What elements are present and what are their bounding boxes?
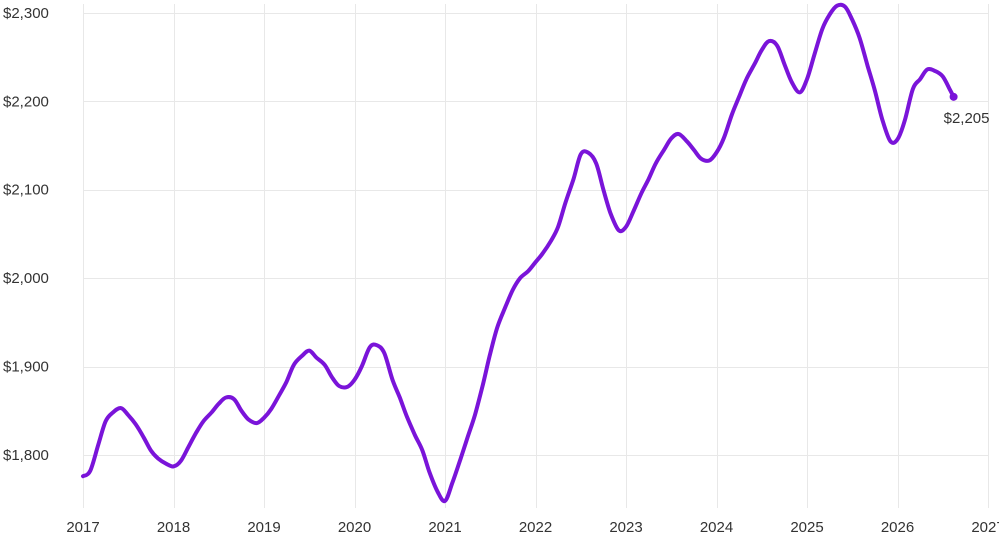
y-tick-label: $1,900 bbox=[3, 359, 49, 376]
x-axis-tick-labels: 2017 2018 2019 2020 2021 2022 2023 2024 2025 2026… bbox=[66, 519, 999, 536]
x-tick-label: 2023 bbox=[609, 519, 642, 536]
y-tick-label: $1,800 bbox=[3, 447, 49, 464]
x-tick-label: 2020 bbox=[338, 519, 371, 536]
horizontal-gridlines bbox=[83, 13, 988, 456]
x-tick-label: 2022 bbox=[519, 519, 552, 536]
x-tick-label: 2019 bbox=[247, 519, 280, 536]
series-line bbox=[81, 2, 956, 504]
x-tick-label: 2025 bbox=[790, 519, 823, 536]
y-tick-label: $2,200 bbox=[3, 93, 49, 110]
x-tick-label: 2027 bbox=[971, 519, 999, 536]
x-tick-label: 2024 bbox=[700, 519, 733, 536]
end-point-marker bbox=[949, 92, 958, 101]
y-axis-tick-labels: $1,800 $1,900 $2,000 $2,100 $2,200 $2,300 bbox=[3, 5, 49, 464]
end-point-layer: $2,205 bbox=[944, 92, 990, 127]
series-layer bbox=[81, 2, 956, 504]
y-tick-label: $2,000 bbox=[3, 270, 49, 287]
vertical-gridlines bbox=[83, 4, 989, 508]
y-tick-label: $2,100 bbox=[3, 182, 49, 199]
end-value-label: $2,205 bbox=[944, 110, 990, 127]
x-tick-label: 2018 bbox=[157, 519, 190, 536]
y-tick-label: $2,300 bbox=[3, 5, 49, 22]
x-tick-label: 2021 bbox=[428, 519, 461, 536]
x-tick-label: 2017 bbox=[66, 519, 99, 536]
x-tick-label: 2026 bbox=[881, 519, 914, 536]
